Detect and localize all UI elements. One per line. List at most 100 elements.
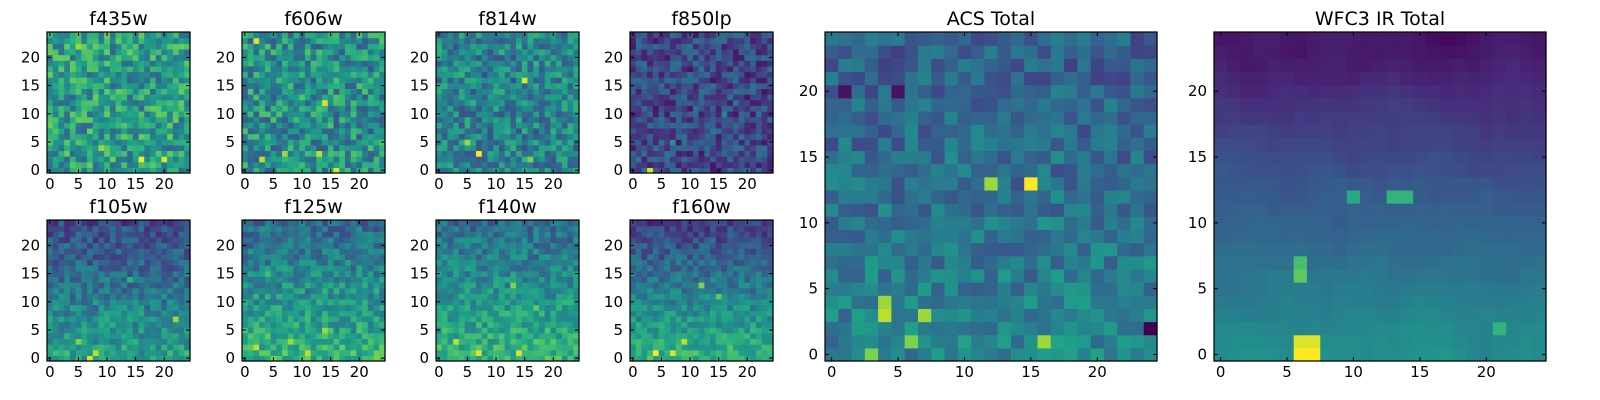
heatmap-cell xyxy=(127,253,134,261)
heatmap-cell xyxy=(647,156,654,163)
heatmap-cell xyxy=(533,304,540,311)
heatmap-cell xyxy=(178,270,185,277)
heatmap-cell xyxy=(339,127,346,135)
heatmap-cell xyxy=(109,60,117,67)
heatmap-cell xyxy=(339,116,346,123)
heatmap-cell xyxy=(647,32,654,39)
heatmap-cell xyxy=(550,99,557,106)
heatmap-cell xyxy=(115,231,122,238)
heatmap-cell xyxy=(81,236,88,244)
heatmap-cell xyxy=(264,276,272,283)
heatmap-cell xyxy=(172,105,180,112)
heatmap-cell xyxy=(527,265,534,272)
heatmap-cell xyxy=(282,298,289,306)
heatmap-cell xyxy=(470,231,477,238)
heatmap-cell xyxy=(498,225,506,232)
heatmap-cell xyxy=(109,161,117,168)
heatmap-cell xyxy=(115,338,122,345)
heatmap-cell xyxy=(447,344,454,351)
heatmap-cell xyxy=(630,156,637,163)
heatmap-cell xyxy=(755,127,763,135)
heatmap-cell xyxy=(670,48,677,56)
heatmap-cell xyxy=(172,99,180,106)
heatmap-cell xyxy=(69,327,77,334)
heatmap-cell xyxy=(767,332,774,340)
heatmap-cell xyxy=(504,276,511,283)
heatmap-cell xyxy=(310,71,317,78)
heatmap-cell xyxy=(253,242,260,249)
heatmap-cell xyxy=(69,37,77,44)
heatmap-cell xyxy=(127,287,134,294)
heatmap-cell xyxy=(242,253,249,261)
heatmap-cell xyxy=(47,231,54,238)
heatmap-cell xyxy=(470,253,477,261)
heatmap-cell xyxy=(52,332,60,340)
heatmap-cell xyxy=(115,110,122,118)
heatmap-cell xyxy=(362,304,369,311)
heatmap-cell xyxy=(172,43,180,50)
heatmap-cell xyxy=(87,60,94,67)
heatmap-cell xyxy=(276,220,283,227)
heatmap-cell xyxy=(253,156,260,163)
heatmap-cell xyxy=(138,242,145,249)
heatmap-cell xyxy=(635,150,643,157)
heatmap-cell xyxy=(675,321,683,328)
heatmap-cell xyxy=(115,77,122,84)
heatmap-cell xyxy=(498,77,506,84)
heatmap-cell xyxy=(316,321,323,328)
heatmap-cell xyxy=(339,32,346,39)
heatmap-cell xyxy=(172,338,180,345)
heatmap-cell xyxy=(144,287,151,294)
heatmap-cell xyxy=(293,144,300,152)
heatmap-cell xyxy=(92,156,100,163)
heatmap-cell xyxy=(109,99,117,106)
heatmap-cell xyxy=(476,344,483,351)
heatmap-cell xyxy=(721,77,728,84)
heatmap-cell xyxy=(750,110,757,118)
heatmap-cell xyxy=(167,144,174,152)
heatmap-cell xyxy=(144,298,151,306)
heatmap-cell xyxy=(544,32,551,39)
heatmap-cell xyxy=(75,304,82,311)
heatmap-cell xyxy=(750,37,757,44)
heatmap-cell xyxy=(738,321,745,328)
heatmap-cell xyxy=(339,338,346,345)
heatmap-cell xyxy=(316,293,323,300)
heatmap-cell xyxy=(567,65,574,73)
heatmap-cell xyxy=(687,270,694,277)
heatmap-cell xyxy=(550,110,557,118)
heatmap-cell xyxy=(544,338,551,345)
heatmap-cell xyxy=(127,349,134,356)
heatmap-cell xyxy=(87,127,94,135)
heatmap-cell xyxy=(75,43,82,50)
heatmap-cell xyxy=(750,150,757,157)
heatmap-cell xyxy=(276,60,283,67)
heatmap-cell xyxy=(498,105,506,112)
heatmap-cell xyxy=(304,253,312,261)
heatmap-cell xyxy=(161,99,168,106)
heatmap-cell xyxy=(704,327,711,334)
heatmap-cell xyxy=(550,161,557,168)
heatmap-cell xyxy=(744,54,751,61)
heatmap-cell xyxy=(367,144,375,152)
heatmap-cell xyxy=(647,167,654,174)
heatmap-cell xyxy=(293,116,300,123)
heatmap-cell xyxy=(550,150,557,157)
heatmap-cell xyxy=(52,133,60,140)
heatmap-cell xyxy=(441,150,449,157)
heatmap-cell xyxy=(664,355,671,362)
heatmap-cell xyxy=(52,77,60,84)
heatmap-cell xyxy=(476,65,483,73)
heatmap-cell xyxy=(138,71,145,78)
heatmap-cell xyxy=(373,133,380,140)
y-tick-label: 5 xyxy=(419,133,429,151)
heatmap-cell xyxy=(172,150,180,157)
heatmap-cell xyxy=(738,327,745,334)
heatmap-cell xyxy=(132,349,140,356)
heatmap-cell xyxy=(98,37,105,44)
heatmap-cell xyxy=(727,99,734,106)
heatmap-cell xyxy=(573,48,580,56)
heatmap-cell xyxy=(259,167,266,174)
heatmap-cell xyxy=(493,270,500,277)
heatmap-cell xyxy=(172,32,180,39)
